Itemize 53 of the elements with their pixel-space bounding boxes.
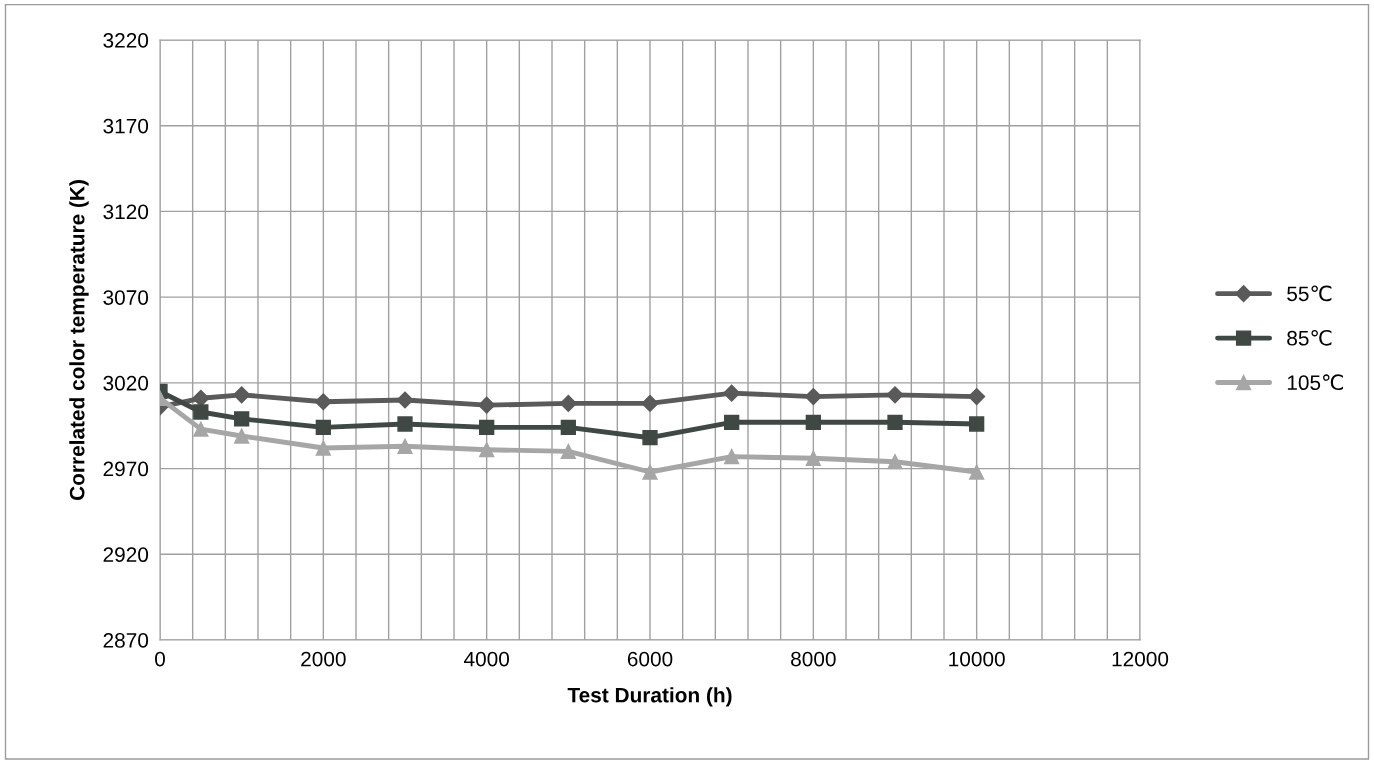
point xyxy=(314,393,332,411)
point xyxy=(479,442,495,458)
y-tick-label: 2870 xyxy=(103,633,149,648)
point xyxy=(887,414,903,430)
point xyxy=(234,411,250,427)
point xyxy=(805,450,821,466)
point xyxy=(641,394,659,412)
x-tick-label: 6000 xyxy=(627,651,673,667)
x-tick-label: 8000 xyxy=(791,651,836,667)
point xyxy=(642,430,658,446)
point xyxy=(192,389,210,407)
point xyxy=(560,443,576,460)
point xyxy=(397,438,413,454)
point xyxy=(234,428,250,444)
y-tick-label: 2970 xyxy=(103,461,149,477)
x-axis-title: Test Duration (h) xyxy=(567,687,732,707)
point xyxy=(315,440,331,456)
point xyxy=(805,414,821,430)
point xyxy=(233,386,251,404)
point xyxy=(969,464,985,480)
x-tick-label: 2000 xyxy=(301,651,346,667)
point xyxy=(968,388,986,406)
y-tick-label: 3020 xyxy=(103,375,149,391)
point xyxy=(193,421,209,437)
y-tick-label: 3220 xyxy=(103,33,149,48)
point xyxy=(193,404,209,420)
x-tick-label: 10000 xyxy=(949,651,1005,667)
point xyxy=(396,391,414,409)
point xyxy=(560,419,576,436)
legend-label: 85℃ xyxy=(1287,329,1332,346)
y-axis-title: Correlated color temperature (K) xyxy=(69,180,89,501)
point xyxy=(315,419,331,436)
point xyxy=(479,419,495,436)
point xyxy=(969,416,985,432)
y-tick-label: 3070 xyxy=(103,290,149,305)
point xyxy=(397,416,413,432)
x-tick-label: 4000 xyxy=(463,651,510,667)
point xyxy=(723,384,741,402)
y-tick-label: 3120 xyxy=(103,204,149,220)
point xyxy=(804,388,822,406)
point xyxy=(724,448,740,465)
point xyxy=(478,396,496,414)
point xyxy=(559,394,577,412)
x-tick-label: 0 xyxy=(155,651,165,667)
legend-label: 105℃ xyxy=(1287,374,1343,391)
legend-label: 55℃ xyxy=(1287,285,1332,302)
point xyxy=(724,414,740,430)
point xyxy=(642,464,658,480)
y-tick-label: 2920 xyxy=(103,547,149,563)
x-tick-label: 12000 xyxy=(1112,651,1169,667)
point xyxy=(887,454,903,470)
y-tick-label: 3170 xyxy=(103,118,149,134)
point xyxy=(886,386,904,404)
